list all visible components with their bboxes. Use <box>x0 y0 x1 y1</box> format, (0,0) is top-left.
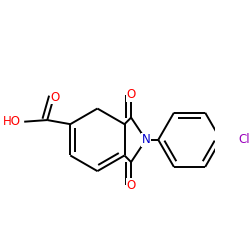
Text: O: O <box>51 90 60 104</box>
Text: O: O <box>126 178 136 192</box>
Text: HO: HO <box>3 115 21 128</box>
Text: O: O <box>126 88 136 101</box>
Text: N: N <box>142 133 150 146</box>
Text: Cl: Cl <box>238 133 250 146</box>
